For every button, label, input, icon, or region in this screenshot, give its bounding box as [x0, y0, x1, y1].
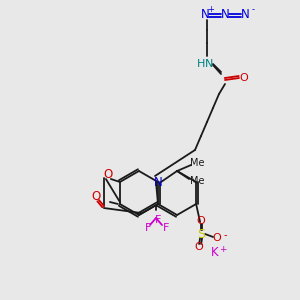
Text: N: N	[201, 8, 209, 22]
Text: F: F	[155, 215, 161, 225]
Text: N: N	[205, 59, 213, 69]
Text: O: O	[195, 242, 203, 252]
Text: F: F	[163, 223, 169, 233]
Text: +: +	[208, 5, 214, 14]
Text: O: O	[240, 73, 248, 83]
Text: N: N	[241, 8, 249, 22]
Text: N: N	[154, 176, 162, 188]
Text: S: S	[197, 227, 205, 241]
Text: O: O	[197, 216, 206, 226]
Text: +: +	[219, 244, 227, 253]
Text: K: K	[211, 245, 219, 259]
Text: H: H	[197, 59, 205, 69]
Text: N: N	[220, 8, 230, 22]
Text: O: O	[91, 190, 101, 202]
Text: O: O	[213, 233, 221, 243]
Text: -: -	[251, 5, 254, 14]
Text: Me: Me	[190, 176, 204, 186]
Text: -: -	[224, 230, 227, 240]
Text: Me: Me	[190, 158, 204, 168]
Text: O: O	[103, 169, 112, 182]
Text: F: F	[145, 223, 151, 233]
